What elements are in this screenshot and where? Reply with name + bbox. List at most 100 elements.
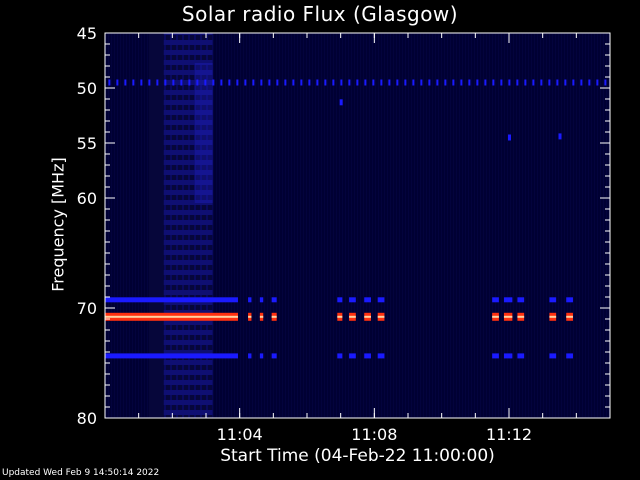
band-dot [508, 79, 511, 86]
weak-band-segment [517, 353, 525, 359]
band-dot [252, 79, 255, 86]
band-dot [276, 79, 279, 86]
band-dot [220, 79, 223, 86]
weak-band-segment [364, 353, 371, 359]
updated-timestamp: Updated Wed Feb 9 14:50:14 2022 [2, 468, 160, 478]
broadband-block-bright [194, 63, 213, 203]
weak-band-segment [349, 297, 356, 303]
band-dot [180, 79, 183, 86]
band-dot [516, 79, 519, 86]
strong-band-core [259, 315, 264, 318]
y-tick-label: 80 [77, 409, 97, 428]
weak-band-segment [271, 353, 277, 359]
frequency-bands [105, 79, 607, 359]
band-dot [332, 79, 335, 86]
weak-band-segment [377, 297, 385, 303]
emission-spot [508, 134, 511, 141]
weak-band-segment [549, 353, 557, 359]
emission-spot [339, 99, 343, 106]
weak-band-segment [503, 297, 513, 303]
weak-band-segment [492, 297, 499, 303]
band-dot [444, 79, 447, 86]
weak-band-segment [549, 297, 557, 303]
band-dot [204, 79, 207, 86]
band-dot [164, 79, 167, 86]
weak-band-segment [259, 353, 264, 359]
strong-band-core [349, 315, 356, 318]
weak-band-segment [377, 353, 385, 359]
band-dot [460, 79, 463, 86]
weak-band-segment [566, 297, 573, 303]
axis-ticks: 45 50 55 60 70 80 11:04 11:08 11:12 [77, 24, 611, 444]
band-dot [452, 79, 455, 86]
y-tick-label: 45 [77, 24, 97, 43]
weak-band-segment [364, 297, 371, 303]
band-dot [492, 79, 495, 86]
band-dot [532, 79, 535, 86]
strong-band-core [364, 315, 371, 318]
band-dot [548, 79, 551, 86]
emission-spots [339, 99, 562, 141]
weak-band-segment [349, 353, 356, 359]
band-dot [396, 79, 399, 86]
band-dot [300, 79, 303, 86]
band-dot [436, 79, 439, 86]
band-dot [540, 79, 543, 86]
strong-band-core [549, 315, 557, 318]
weak-band-segment [248, 353, 252, 359]
strong-band-core [517, 315, 525, 318]
band-dot [572, 79, 575, 86]
band-dot [156, 79, 159, 86]
band-dot [284, 79, 287, 86]
band-dot [148, 79, 151, 86]
axes-frame [104, 32, 611, 419]
band-dot [556, 79, 559, 86]
weak-band-segment [271, 297, 277, 303]
band-dot [428, 79, 431, 86]
band-dot [476, 79, 479, 86]
band-dot [500, 79, 503, 86]
band-dot [132, 79, 135, 86]
band-dot [524, 79, 527, 86]
strong-band-core [566, 315, 573, 318]
band-dot [388, 79, 391, 86]
y-tick-label: 50 [77, 79, 97, 98]
axes-box [104, 32, 611, 419]
band-dot [228, 79, 231, 86]
weak-band-segment [259, 297, 264, 303]
y-tick-label: 55 [77, 134, 97, 153]
weak-band-segment [517, 297, 525, 303]
y-tick-label: 60 [77, 189, 97, 208]
band-dot [236, 79, 239, 86]
band-dot [212, 79, 215, 86]
band-dot [316, 79, 319, 86]
weak-band-segment [105, 297, 238, 303]
band-dot [356, 79, 359, 86]
band-dot [412, 79, 415, 86]
band-dot [196, 79, 199, 86]
band-dot [604, 79, 607, 86]
x-axis-label: Start Time (04-Feb-22 11:00:00) [220, 446, 495, 466]
band-dot [380, 79, 383, 86]
band-dot [292, 79, 295, 86]
weak-band-segment [105, 353, 238, 359]
band-dot [372, 79, 375, 86]
band-dot [188, 79, 191, 86]
strong-band-core [377, 315, 385, 318]
band-dot [404, 79, 407, 86]
band-dot [308, 79, 311, 86]
broadband-emission-block [148, 33, 213, 418]
weak-band-segment [337, 353, 343, 359]
band-dot [588, 79, 591, 86]
band-dot [244, 79, 247, 86]
band-dot [116, 79, 119, 86]
weak-band-segment [492, 353, 499, 359]
band-dot [564, 79, 567, 86]
band-dot [468, 79, 471, 86]
weak-band-segment [337, 297, 343, 303]
strong-band-core [503, 315, 513, 318]
emission-spot [558, 133, 562, 140]
band-dot [364, 79, 367, 86]
band-dot [172, 79, 175, 86]
